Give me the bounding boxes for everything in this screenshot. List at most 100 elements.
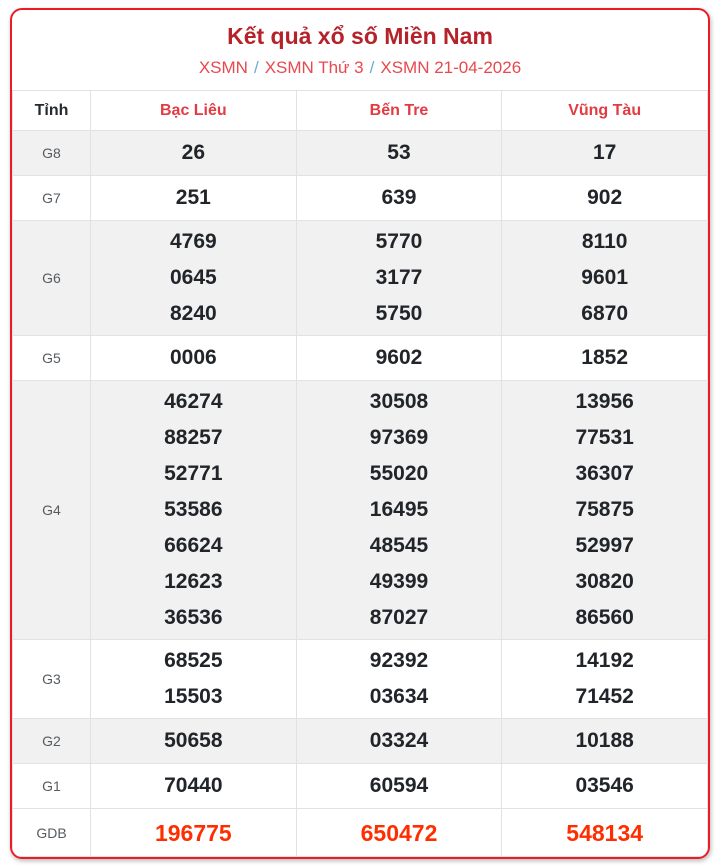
prize-cell-g2-2: 10188 [501,718,708,764]
prize-tier-label: G1 [12,763,91,809]
results-body: G8 26 53 17 G7 251 639 902 G6 4769 0645 8240 5770 317… [12,130,708,857]
prize-number: 10188 [575,729,634,752]
prize-number: 68525 [164,649,223,672]
prize-cell-g7-2: 902 [501,175,708,221]
prize-number: 0645 [169,266,217,289]
card-header: Kết quả xổ số Miền Nam XSMN / XSMN Thứ 3/X… [12,10,708,90]
breadcrumb-separator: / [253,58,259,77]
prize-tier-label: G3 [12,639,91,719]
prize-cell-g3-1: 92392 03634 [295,639,503,719]
prize-cell-g5-1: 9602 [295,335,503,381]
prize-number: 14192 [575,649,634,672]
prize-number: 66624 [164,534,223,557]
prize-cell-g5-2: 1852 [501,335,708,381]
prize-number: 5770 [375,230,423,253]
prize-number: 03324 [369,729,429,752]
province-header-vung-tau[interactable]: Vũng Tàu [501,90,708,131]
prize-number: 196775 [154,819,232,846]
prize-cell-g6-2: 8110 9601 6870 [501,220,708,336]
prize-cell-g8-1: 53 [295,130,503,176]
prize-number: 36307 [575,462,634,485]
prize-number: 71452 [575,685,634,708]
prize-number: 9601 [581,266,629,289]
prize-number: 60594 [369,774,429,797]
prize-row-g3: G3 68525 15503 92392 03634 14192 71452 [12,639,708,719]
prize-cell-g8-2: 17 [501,130,708,176]
prize-number: 15503 [164,685,223,708]
prize-cell-g4-2: 13956 77531 36307 75875 52997 30820 86560 [501,380,708,640]
prize-number: 92392 [369,649,429,672]
prize-tier-label: GDB [12,808,91,857]
prize-cell-g3-2: 14192 71452 [501,639,708,719]
page-title: Kết quả xổ số Miền Nam [227,23,493,49]
prize-row-g2: G2 50658 03324 10188 [12,718,708,764]
prize-number: 88257 [164,426,223,449]
prize-number: 53586 [164,498,223,521]
prize-cell-g2-0: 50658 [90,718,297,764]
prize-tier-label: G2 [12,718,91,764]
prize-number: 6870 [581,302,629,325]
prize-cell-g2-1: 03324 [295,718,503,764]
province-header-bac-lieu[interactable]: Bạc Liêu [90,90,297,131]
prize-cell-g6-1: 5770 3177 5750 [295,220,503,336]
breadcrumb-link-xsmn-thu-3[interactable]: XSMN Thứ 3 [264,58,364,77]
prize-number: 52771 [164,462,223,485]
prize-number: 97369 [369,426,429,449]
prize-cell-g4-0: 46274 88257 52771 53586 66624 12623 36536 [90,380,297,640]
prize-number: 9602 [375,346,423,369]
prize-row-g1: G1 70440 60594 03546 [12,763,708,809]
prize-number: 548134 [566,819,644,846]
province-header-ben-tre[interactable]: Bến Tre [295,90,503,131]
prize-number: 30508 [369,390,429,413]
prize-tier-label: G7 [12,175,91,221]
prize-number: 77531 [575,426,634,449]
prize-cell-gdb-1: 650472 [295,808,503,857]
prize-tier-label: G5 [12,335,91,381]
prize-number: 639 [381,186,417,209]
prize-cell-g1-0: 70440 [90,763,297,809]
prize-number: 8240 [169,302,217,325]
results-table: Tỉnh Bạc Liêu Bến Tre Vũng Tàu G8 26 53 17 G… [12,90,708,857]
breadcrumb-link-xsmn-date[interactable]: XSMN 21-04-2026 [380,58,522,77]
prize-number: 75875 [575,498,634,521]
prize-row-g5: G5 0006 9602 1852 [12,335,708,381]
prize-cell-g5-0: 0006 [90,335,297,381]
prize-number: 1852 [581,346,629,369]
prize-cell-gdb-2: 548134 [501,808,708,857]
prize-tier-label: G8 [12,130,91,176]
province-column-header: Tỉnh [12,90,91,131]
prize-cell-g4-1: 30508 97369 55020 16495 48545 49399 87027 [295,380,503,640]
results-card: Kết quả xổ số Miền Nam XSMN / XSMN Thứ 3/X… [10,8,710,859]
prize-number: 03546 [575,774,634,797]
prize-number: 4769 [169,230,217,253]
prize-number: 8110 [581,230,628,253]
prize-number: 70440 [164,774,223,797]
prize-cell-g8-0: 26 [90,130,297,176]
table-header-row: Tỉnh Bạc Liêu Bến Tre Vũng Tàu [12,90,708,131]
breadcrumb: XSMN / XSMN Thứ 3 / XSMN 21-04-2026 [22,58,698,78]
prize-number: 26 [181,141,205,164]
prize-number: 251 [175,186,211,209]
breadcrumb-separator: / [369,58,375,77]
prize-cell-gdb-0: 196775 [90,808,297,857]
prize-cell-g6-0: 4769 0645 8240 [90,220,297,336]
prize-number: 5750 [375,302,423,325]
prize-number: 30820 [575,570,634,593]
prize-tier-label: G4 [12,380,91,640]
prize-number: 03634 [369,685,429,708]
prize-number: 50658 [164,729,223,752]
prize-row-g8: G8 26 53 17 [12,130,708,176]
prize-number: 16495 [369,498,429,521]
prize-number: 902 [587,186,623,209]
prize-number: 52997 [575,534,634,557]
prize-row-g6: G6 4769 0645 8240 5770 3177 5750 8110 9601 6870 [12,220,708,336]
prize-number: 48545 [369,534,429,557]
prize-number: 36536 [164,606,223,629]
prize-number: 17 [592,141,617,164]
prize-number: 3177 [375,266,423,289]
breadcrumb-link-xsmn[interactable]: XSMN [198,58,248,77]
prize-number: 650472 [360,819,438,846]
prize-number: 46274 [164,390,223,413]
prize-tier-label: G6 [12,220,91,336]
prize-number: 87027 [369,606,429,629]
